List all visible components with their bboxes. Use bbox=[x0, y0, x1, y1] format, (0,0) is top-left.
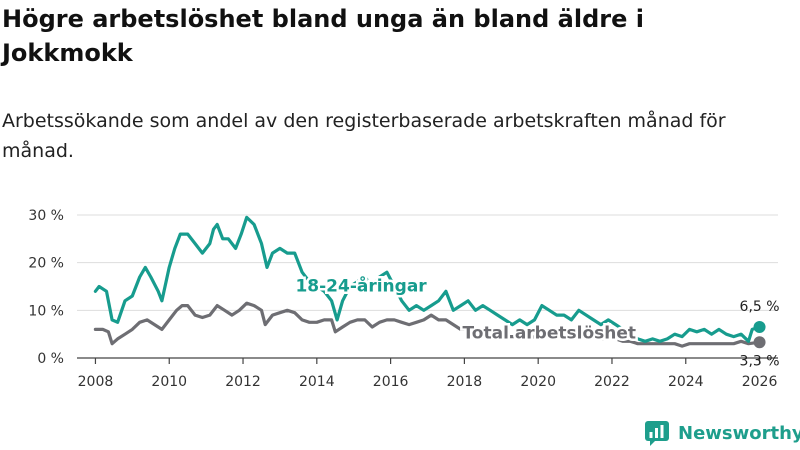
chart-subtitle: Arbetssökande som andel av den registerb… bbox=[2, 110, 726, 162]
y-tick-label: 20 % bbox=[28, 256, 64, 272]
x-tick-label: 2014 bbox=[299, 374, 335, 390]
newsworthy-logo[interactable]: Newsworthy bbox=[644, 419, 800, 447]
series-line bbox=[93, 215, 762, 343]
chart-title: Högre arbetslöshet bland unga än bland ä… bbox=[2, 5, 644, 67]
x-tick-label: 2008 bbox=[78, 374, 114, 390]
newsworthy-logo-text: Newsworthy bbox=[678, 422, 800, 444]
x-tick-label: 2016 bbox=[373, 374, 409, 390]
series-annotation-label: 18-24-åringar bbox=[295, 274, 427, 296]
series-end-point bbox=[753, 336, 766, 349]
y-tick-label: 30 % bbox=[28, 208, 64, 224]
series-annotation-label: Total arbetslöshet bbox=[462, 323, 636, 343]
series-end-point bbox=[753, 321, 766, 334]
x-tick-label: 2012 bbox=[225, 374, 261, 390]
y-tick-label: 10 % bbox=[28, 303, 64, 319]
x-tick-label: 2018 bbox=[447, 374, 483, 390]
x-tick-label: 2024 bbox=[668, 374, 704, 390]
y-tick-label: 0 % bbox=[37, 351, 64, 367]
series-end-label: 6,5 % bbox=[740, 299, 780, 315]
x-tick-label: 2020 bbox=[520, 374, 556, 390]
series-end-label: 3,3 % bbox=[740, 353, 780, 369]
series-line bbox=[93, 301, 762, 348]
x-tick-label: 2010 bbox=[151, 374, 187, 390]
newsworthy-logo-icon bbox=[645, 421, 669, 446]
x-tick-label: 2026 bbox=[742, 374, 778, 390]
x-tick-label: 2022 bbox=[594, 374, 630, 390]
